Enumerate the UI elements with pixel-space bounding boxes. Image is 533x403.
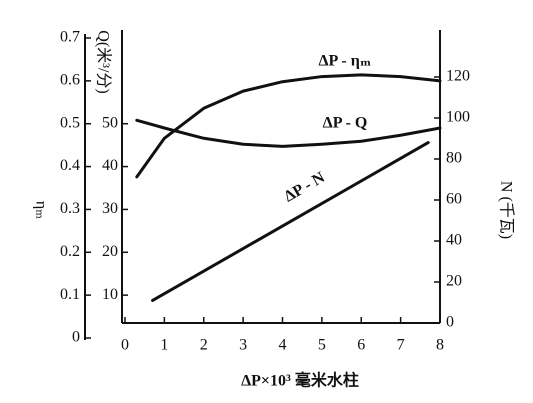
x-axis-title: ΔP×10³ 毫米水柱	[241, 371, 359, 390]
n-tick-label: 0	[446, 314, 454, 331]
x-tick-label: 4	[279, 337, 287, 354]
eta-tick-label: 0.2	[60, 243, 80, 260]
q-tick-label: 50	[102, 114, 118, 131]
x-tick-label: 0	[121, 337, 129, 354]
n-tick-label: 40	[446, 232, 462, 249]
eta-tick-label: 0	[72, 329, 80, 346]
eta-axis-title: ηₘ	[32, 201, 49, 219]
curve-label: ΔP - ηₘ	[319, 53, 372, 70]
curve-label: ΔP - Q	[323, 115, 368, 132]
q-axis-title: Q(米³/分)	[94, 30, 112, 93]
curve	[151, 141, 430, 302]
x-tick-label: 5	[318, 337, 326, 354]
n-tick-label: 120	[446, 68, 470, 85]
eta-tick-label: 0.1	[60, 286, 80, 303]
eta-tick-label: 0.4	[60, 157, 80, 174]
q-tick-label: 10	[102, 286, 118, 303]
curve	[135, 73, 442, 179]
x-tick-label: 2	[200, 337, 208, 354]
x-tick-label: 7	[397, 337, 405, 354]
q-tick-label: 30	[102, 200, 118, 217]
n-tick-label: 20	[446, 273, 462, 290]
n-tick-label: 80	[446, 150, 462, 167]
n-tick-label: 100	[446, 109, 470, 126]
eta-tick-label: 0.6	[60, 72, 80, 89]
eta-tick-label: 0.7	[60, 29, 80, 46]
x-tick-label: 8	[436, 337, 444, 354]
curve-label: ΔP - N	[281, 169, 328, 206]
x-tick-label: 6	[357, 337, 365, 354]
eta-tick-label: 0.5	[60, 114, 80, 131]
q-tick-label: 20	[102, 243, 118, 260]
eta-tick-label: 0.3	[60, 200, 80, 217]
x-tick-label: 3	[239, 337, 247, 354]
q-tick-label: 40	[102, 157, 118, 174]
x-tick-label: 1	[160, 337, 168, 354]
curve	[135, 118, 442, 148]
n-axis-title: N (千瓦)	[497, 181, 515, 239]
n-tick-label: 60	[446, 191, 462, 208]
